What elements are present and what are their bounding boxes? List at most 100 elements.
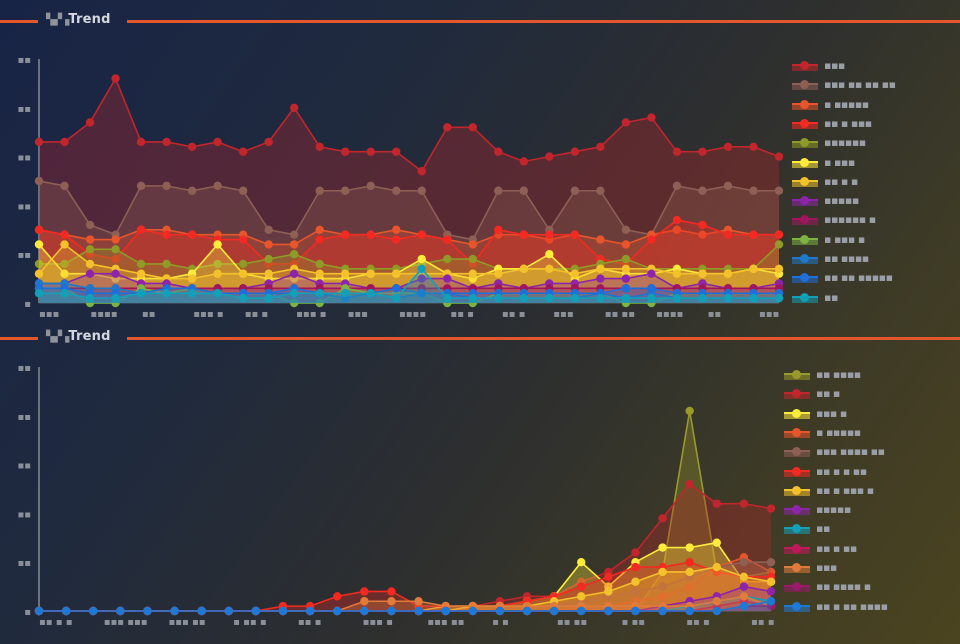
data-point[interactable] [658, 514, 667, 523]
data-point[interactable] [60, 240, 69, 249]
data-point[interactable] [289, 289, 299, 298]
data-point[interactable] [387, 587, 396, 596]
data-point[interactable] [723, 181, 733, 191]
data-point[interactable] [238, 235, 248, 244]
legend-item[interactable]: ▪▪▪▪▪▪ ▪ [792, 212, 960, 228]
legend-item[interactable]: ▪▪ ▪▪ ▪▪▪▪▪ [792, 270, 960, 286]
data-point[interactable] [341, 230, 350, 239]
data-point[interactable] [341, 289, 350, 298]
data-point[interactable] [136, 269, 146, 278]
data-point[interactable] [264, 225, 273, 234]
data-point[interactable] [570, 147, 580, 156]
data-point[interactable] [749, 230, 758, 239]
data-point[interactable] [116, 606, 125, 616]
data-point[interactable] [392, 284, 401, 293]
data-point[interactable] [577, 558, 586, 567]
data-point[interactable] [596, 274, 605, 283]
data-point[interactable] [315, 142, 324, 152]
data-point[interactable] [723, 230, 733, 239]
data-point[interactable] [494, 225, 503, 234]
data-point[interactable] [315, 235, 324, 244]
data-point[interactable] [333, 592, 342, 601]
data-point[interactable] [34, 606, 44, 616]
data-point[interactable] [647, 284, 656, 293]
legend-item[interactable]: ▪▪ ▪ ▪▪ [784, 541, 954, 557]
data-point[interactable] [417, 254, 426, 264]
legend-item[interactable]: ▪▪ ▪ ▪ [792, 174, 960, 190]
data-point[interactable] [774, 240, 784, 249]
data-point[interactable] [289, 103, 299, 113]
data-point[interactable] [111, 293, 120, 303]
data-point[interactable] [238, 293, 248, 303]
data-point[interactable] [60, 289, 69, 298]
data-point[interactable] [621, 118, 631, 127]
data-point[interactable] [672, 269, 682, 278]
data-point[interactable] [60, 230, 69, 239]
data-point[interactable] [596, 293, 605, 303]
data-point[interactable] [495, 606, 505, 616]
legend-item[interactable]: ▪▪▪ ▪▪ ▪▪ ▪▪ [792, 77, 960, 93]
data-point[interactable] [545, 250, 554, 259]
data-point[interactable] [631, 606, 640, 616]
data-point[interactable] [522, 606, 532, 616]
data-point[interactable] [136, 225, 146, 234]
data-point[interactable] [631, 548, 640, 557]
data-point[interactable] [685, 558, 694, 567]
data-point[interactable] [414, 597, 423, 606]
data-point[interactable] [111, 245, 120, 254]
data-point[interactable] [366, 181, 375, 191]
data-point[interactable] [89, 606, 98, 616]
legend-item[interactable]: ▪▪ ▪ ▪▪ ▪▪▪▪ [784, 599, 954, 615]
data-point[interactable] [774, 152, 784, 161]
data-point[interactable] [549, 606, 559, 616]
data-point[interactable] [672, 181, 682, 191]
data-point[interactable] [570, 293, 580, 303]
data-point[interactable] [723, 142, 733, 152]
data-point[interactable] [417, 289, 426, 298]
data-point[interactable] [366, 269, 375, 278]
data-point[interactable] [621, 293, 631, 303]
data-point[interactable] [658, 592, 667, 601]
data-point[interactable] [85, 293, 95, 303]
legend-item[interactable]: ▪▪ ▪▪▪▪ [784, 367, 954, 383]
data-point[interactable] [774, 264, 784, 274]
data-point[interactable] [570, 230, 580, 239]
data-point[interactable] [387, 597, 396, 606]
data-point[interactable] [85, 269, 95, 278]
data-point[interactable] [213, 240, 222, 249]
data-point[interactable] [264, 269, 273, 278]
data-point[interactable] [187, 274, 197, 283]
data-point[interactable] [712, 538, 721, 547]
data-point[interactable] [577, 582, 586, 591]
legend-item[interactable]: ▪▪▪ [792, 58, 960, 74]
data-point[interactable] [672, 225, 682, 234]
data-point[interactable] [85, 220, 95, 230]
data-point[interactable] [136, 289, 146, 298]
data-point[interactable] [468, 254, 477, 264]
data-point[interactable] [34, 289, 44, 298]
data-point[interactable] [468, 269, 477, 278]
data-point[interactable] [698, 230, 707, 239]
data-point[interactable] [341, 147, 350, 156]
data-point[interactable] [289, 230, 299, 239]
data-point[interactable] [766, 504, 776, 513]
data-point[interactable] [672, 293, 682, 303]
data-point[interactable] [305, 606, 315, 616]
legend-item[interactable]: ▪▪ [784, 521, 954, 537]
data-point[interactable] [658, 567, 667, 577]
data-point[interactable] [494, 147, 503, 156]
data-point[interactable] [333, 606, 342, 616]
data-point[interactable] [570, 269, 580, 278]
data-point[interactable] [315, 225, 324, 234]
legend-item[interactable]: ▪▪ ▪ ▪▪▪ ▪ [784, 483, 954, 499]
legend-item[interactable]: ▪▪▪ ▪ [784, 406, 954, 422]
data-point[interactable] [213, 269, 222, 278]
legend-item[interactable]: ▪▪ ▪ ▪▪▪ [792, 116, 960, 132]
data-point[interactable] [238, 269, 248, 278]
data-point[interactable] [723, 293, 733, 303]
legend-item[interactable]: ▪▪▪▪▪ [792, 193, 960, 209]
data-point[interactable] [289, 240, 299, 249]
data-point[interactable] [392, 147, 401, 156]
data-point[interactable] [34, 269, 44, 278]
data-point[interactable] [519, 186, 529, 195]
